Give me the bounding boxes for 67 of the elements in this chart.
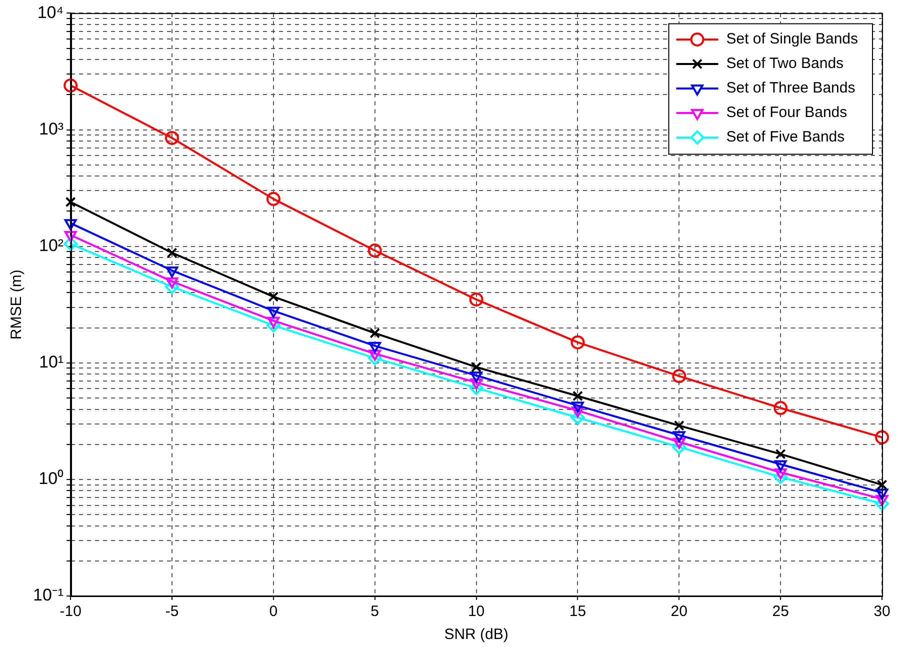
point [166, 248, 178, 258]
x-tick-label: 25 [772, 603, 789, 620]
point [876, 494, 888, 506]
x-tick-label: 15 [569, 603, 586, 620]
point [166, 277, 178, 288]
point [469, 380, 484, 395]
legend-label: Set of Three Bands [726, 80, 856, 97]
point [572, 406, 584, 418]
legend-label: Set of Two Bands [726, 55, 844, 72]
point [774, 401, 788, 416]
point [774, 460, 787, 472]
y-tick-label: 10³ [38, 119, 64, 138]
point [368, 350, 382, 361]
point [370, 328, 380, 338]
point [672, 440, 686, 454]
x-axis-title: SNR (dB) [444, 626, 508, 644]
point [470, 371, 482, 382]
legend-label: Set of Five Bands [726, 128, 845, 146]
point [165, 280, 179, 294]
point [368, 342, 382, 353]
y-tick-label: 10² [38, 236, 64, 256]
x-tick-label: 20 [670, 603, 688, 620]
y-axis-title: RMSE (m) [8, 270, 26, 340]
point [64, 231, 77, 242]
point [368, 351, 382, 366]
point [471, 362, 482, 372]
x-tick-label: -10 [60, 603, 82, 620]
legend-label: Set of Four Bands [726, 104, 848, 122]
point [368, 244, 382, 258]
point [572, 390, 583, 402]
point [774, 470, 788, 484]
y-tick-label: 10⁰ [38, 469, 64, 488]
point [64, 236, 78, 251]
point [672, 431, 686, 442]
point [267, 306, 280, 318]
y-tick-label: 10⁻¹ [32, 586, 64, 605]
point [165, 130, 179, 145]
point [268, 291, 279, 302]
point [672, 369, 686, 384]
point [470, 378, 482, 390]
point [266, 192, 280, 206]
y-tick-label: 10⁴ [37, 2, 64, 22]
point [65, 196, 76, 208]
point [876, 480, 888, 490]
legend-label: Set of Single Bands [726, 30, 858, 48]
point [775, 448, 786, 460]
point [267, 316, 280, 328]
point [64, 219, 77, 230]
point [875, 496, 889, 511]
x-tick-label: 30 [874, 603, 890, 620]
point [166, 266, 178, 278]
x-tick-label: 0 [269, 603, 278, 620]
point [875, 430, 889, 444]
point [570, 410, 585, 424]
point [774, 468, 787, 480]
point [674, 420, 684, 431]
point [469, 292, 484, 306]
y-tick-label: 10¹ [38, 352, 64, 372]
x-tick-label: 10 [468, 603, 485, 620]
point [876, 488, 888, 500]
point [672, 438, 686, 449]
point [570, 335, 585, 350]
point [572, 402, 584, 413]
x-tick-label: -5 [165, 603, 179, 620]
point [64, 78, 78, 92]
x-tick-label: 5 [370, 603, 380, 620]
point [266, 318, 280, 332]
